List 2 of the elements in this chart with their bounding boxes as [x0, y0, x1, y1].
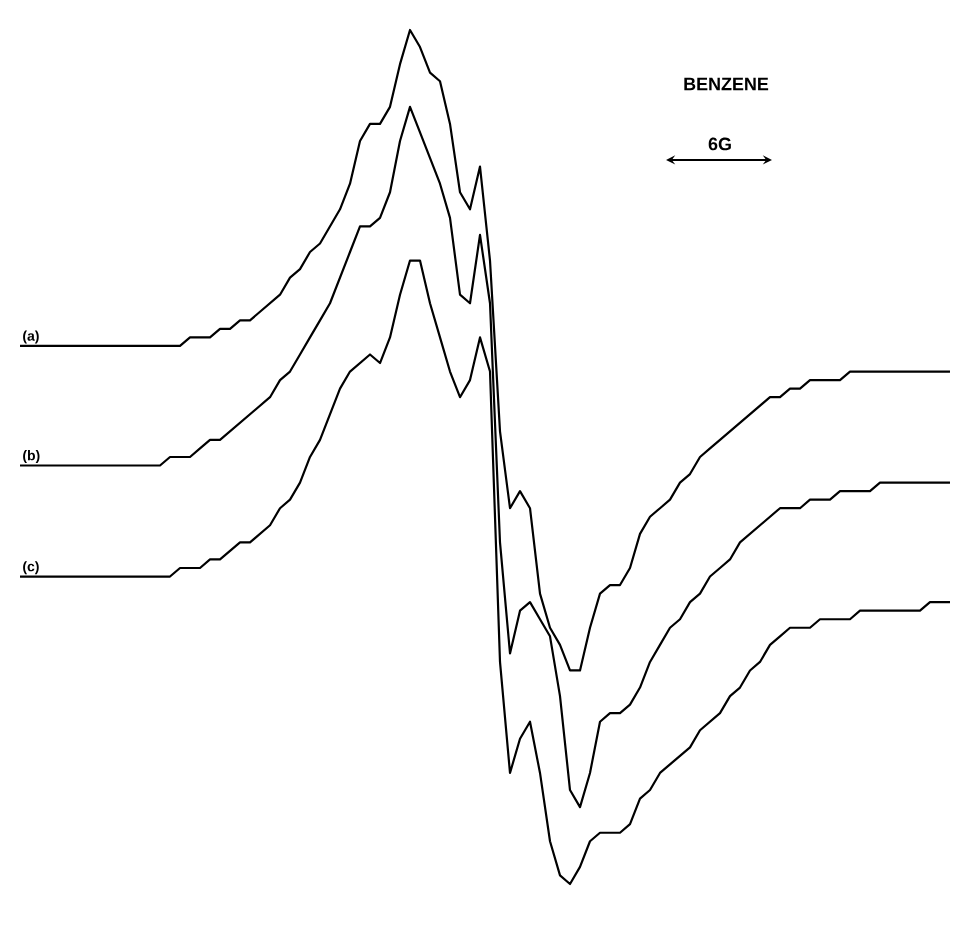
annotation: 6G: [708, 137, 731, 151]
annotation: BENZENE: [684, 77, 769, 91]
